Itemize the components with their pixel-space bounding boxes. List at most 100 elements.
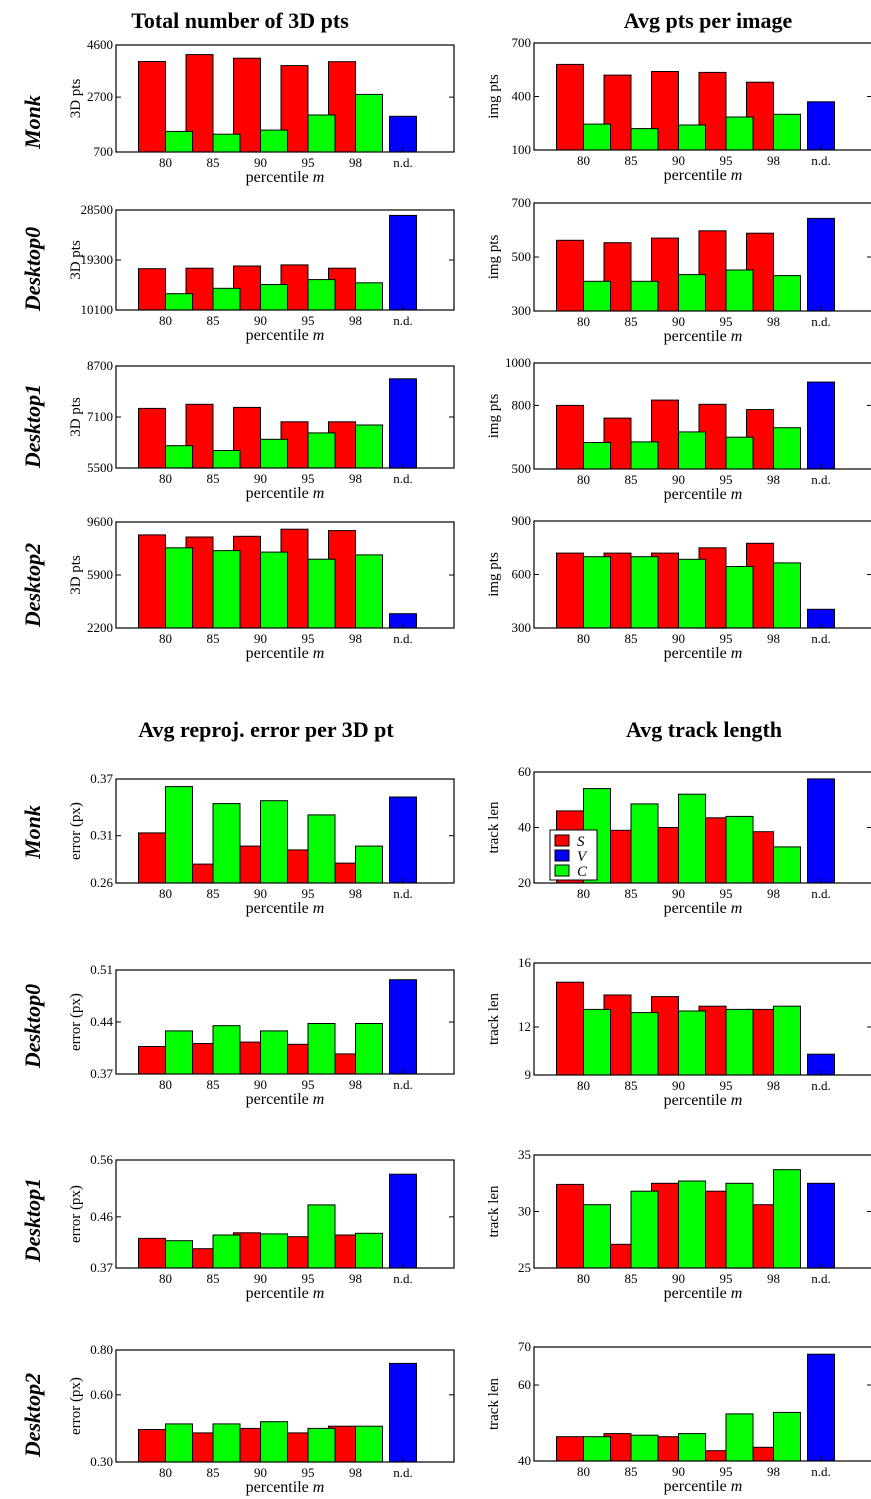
x-axis-label: percentile m	[664, 486, 743, 503]
bar-C-85	[630, 1190, 659, 1269]
bar-S-80	[138, 832, 166, 884]
bar-C-85	[630, 441, 659, 470]
bar-C-95	[307, 432, 336, 469]
x-tick-label: 90	[672, 886, 685, 901]
bar-S-80	[138, 1046, 166, 1075]
y-tick-label: 40	[518, 820, 531, 835]
x-axis-label: percentile m	[664, 1285, 743, 1302]
x-axis-label: percentile m	[664, 1092, 743, 1109]
x-axis-label: percentile m	[246, 327, 325, 344]
x-axis-label: percentile m	[664, 1478, 743, 1495]
y-tick-label: 100	[512, 142, 532, 157]
bar-C-95	[307, 558, 336, 629]
x-tick-label: 98	[349, 1465, 362, 1480]
bar-C-95	[725, 1413, 754, 1462]
x-tick-label: 95	[302, 313, 315, 328]
bar-C-85	[630, 280, 659, 312]
bar-C-95	[307, 1023, 336, 1075]
bar-S-80	[138, 268, 166, 311]
bar-V-n-d	[807, 381, 835, 470]
y-tick-label: 600	[512, 567, 532, 582]
chart-desktop0-avg-track-length: 9 12 16 80 85 90 95 98 n.d. percentile m track len	[486, 955, 871, 1109]
x-tick-label: 85	[625, 314, 638, 329]
y-axis-label: 3D pts	[68, 555, 84, 595]
x-tick-label: 80	[577, 631, 590, 646]
bar-C-85	[630, 128, 659, 151]
bar-C-95	[307, 1204, 336, 1269]
bar-S-80	[556, 239, 584, 312]
y-tick-label: 0.30	[90, 1454, 113, 1469]
x-tick-label: 90	[254, 313, 267, 328]
x-tick-label: 98	[349, 313, 362, 328]
bar-S-80	[556, 63, 584, 151]
bar-C-80	[583, 1436, 611, 1462]
x-tick-label: 80	[159, 1271, 172, 1286]
x-tick-label: 95	[720, 314, 733, 329]
x-tick-label: 90	[672, 1464, 685, 1479]
x-tick-label: 90	[672, 314, 685, 329]
y-tick-label: 400	[512, 89, 532, 104]
plot-frame	[115, 778, 455, 884]
x-tick-label: n.d.	[393, 155, 413, 170]
x-tick-label: 98	[349, 471, 362, 486]
row-labels: Monk Desktop0 Desktop1 Desktop2 Monk Desktop0…	[20, 95, 45, 1458]
bar-C-98	[355, 282, 383, 311]
y-tick-label: 60	[518, 1377, 531, 1392]
bar-S-80	[556, 404, 584, 470]
y-tick-label: 0.26	[90, 875, 113, 890]
y-tick-label: 0.60	[90, 1387, 113, 1402]
section-title-avg-track-length: Avg track length	[626, 717, 782, 742]
bar-C-90	[678, 1180, 706, 1269]
y-tick-label: 300	[512, 620, 532, 635]
bar-C-80	[165, 293, 193, 311]
bar-S-80	[138, 407, 166, 469]
x-tick-label: 85	[625, 631, 638, 646]
bar-C-85	[212, 287, 241, 311]
x-tick-label: 80	[159, 1077, 172, 1092]
x-axis-label: percentile m	[246, 485, 325, 502]
plot-frame	[115, 44, 455, 153]
bar-C-80	[165, 547, 193, 629]
x-tick-label: 90	[672, 1271, 685, 1286]
bar-V-n-d	[807, 1182, 835, 1269]
bar-C-80	[583, 123, 611, 151]
x-axis-label: percentile m	[246, 900, 325, 917]
y-axis-label: track len	[486, 992, 502, 1045]
y-axis-label: error (px)	[68, 1377, 84, 1435]
bar-C-98	[773, 1169, 801, 1269]
bar-C-90	[678, 124, 706, 151]
bar-C-90	[678, 793, 706, 884]
x-tick-label: 98	[767, 314, 780, 329]
x-tick-label: 90	[672, 472, 685, 487]
x-tick-label: n.d.	[811, 1078, 831, 1093]
x-tick-label: 85	[207, 631, 220, 646]
bar-C-85	[212, 550, 241, 629]
y-tick-label: 5500	[87, 460, 113, 475]
x-tick-label: 90	[254, 1271, 267, 1286]
legend-label-S: S	[577, 834, 585, 850]
chart-desktop2-avg-pts-per-image: 300 600 900 80 85 90 95 98 n.d. percentile m img p…	[486, 513, 871, 662]
y-tick-label: 19300	[81, 252, 114, 267]
y-tick-label: 0.51	[90, 962, 113, 977]
bar-C-95	[307, 114, 336, 153]
bar-C-98	[773, 113, 801, 151]
y-tick-label: 0.80	[90, 1342, 113, 1357]
x-tick-label: 95	[302, 155, 315, 170]
y-axis-label: img pts	[486, 552, 502, 597]
y-tick-label: 40	[518, 1453, 531, 1468]
x-tick-label: 95	[302, 1271, 315, 1286]
y-axis-label: img pts	[486, 235, 502, 280]
y-tick-label: 0.37	[90, 1260, 113, 1275]
bar-C-98	[355, 424, 383, 469]
x-tick-label: 98	[767, 1271, 780, 1286]
bar-V-n-d	[389, 796, 417, 884]
plot-frame	[533, 962, 871, 1076]
x-tick-label: n.d.	[811, 631, 831, 646]
x-tick-label: 80	[577, 886, 590, 901]
x-tick-label: 95	[720, 153, 733, 168]
chart-desktop2-avg-track-length: 40 60 70 80 85 90 95 98 n.d. percentile m track le…	[486, 1339, 871, 1495]
y-axis-label: track len	[486, 801, 502, 854]
y-tick-label: 20	[518, 875, 531, 890]
y-tick-label: 2700	[87, 89, 113, 104]
y-axis-label: error (px)	[68, 802, 84, 860]
